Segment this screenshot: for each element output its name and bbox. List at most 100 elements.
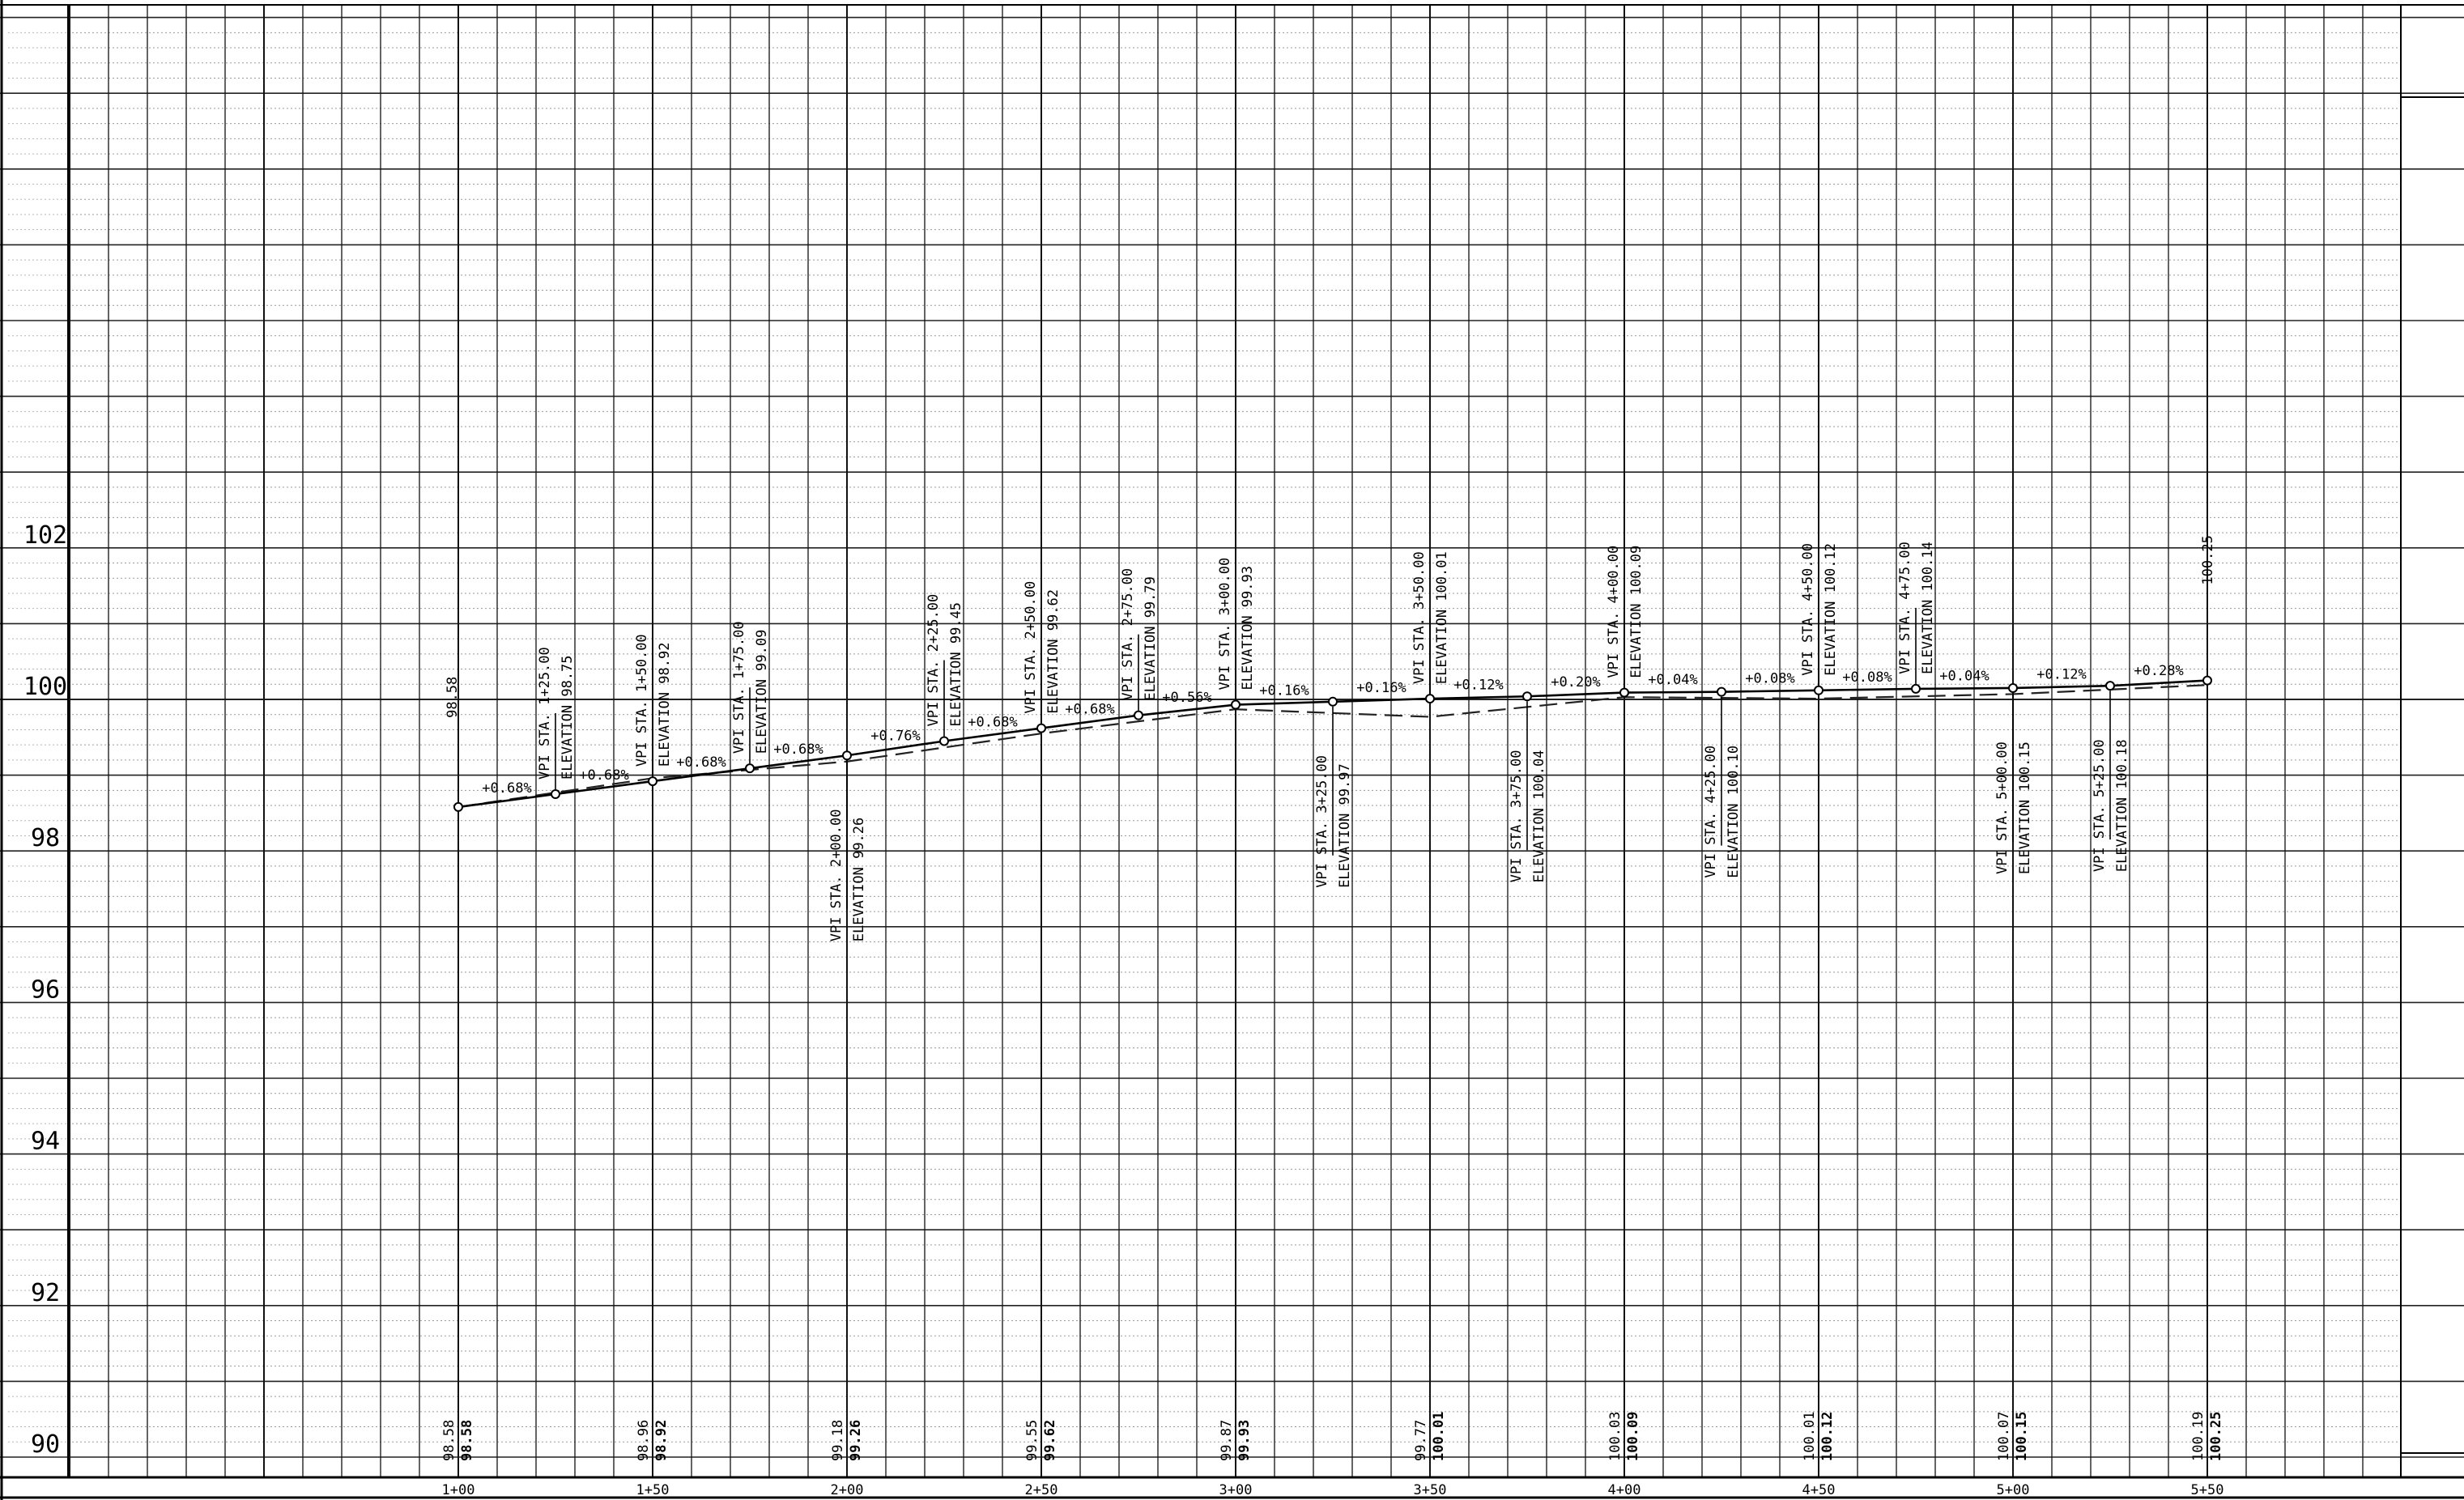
vpi-station-label: VPI STA. 1+50.00 — [634, 634, 650, 767]
vpi-station-label: VPI STA. 3+25.00 — [1314, 755, 1330, 888]
y-tick-label: 102 — [23, 521, 67, 550]
proposed-elevation-label: 100.15 — [2014, 1412, 2030, 1461]
grade-label: +0.76% — [870, 728, 920, 744]
grade-label: +0.16% — [1356, 680, 1406, 696]
vpi-elevation-label: ELEVATION 99.62 — [1045, 589, 1062, 714]
grade-label: +0.68% — [579, 767, 628, 784]
y-tick-label: 92 — [31, 1279, 60, 1307]
vpi-station-label: VPI STA. 2+75.00 — [1120, 568, 1136, 701]
vpi-point — [2008, 682, 2018, 693]
vpi-point — [1328, 696, 1338, 707]
existing-elevation-label: 99.18 — [830, 1420, 846, 1461]
vpi-elevation-label: ELEVATION 99.79 — [1143, 576, 1159, 701]
start-elevation-label: 98.58 — [445, 677, 461, 718]
y-tick-label: 90 — [31, 1430, 60, 1459]
vpi-elevation-label: ELEVATION 99.97 — [1337, 763, 1353, 888]
vpi-point — [1814, 685, 1824, 695]
vpi-station-label: VPI STA. 3+50.00 — [1411, 551, 1428, 684]
vpi-station-label: VPI STA. 5+00.00 — [1994, 742, 2011, 874]
end-elevation-label: 100.25 — [2200, 535, 2216, 584]
vpi-elevation-label: ELEVATION 100.09 — [1628, 546, 1645, 678]
proposed-elevation-label: 100.01 — [1431, 1412, 1447, 1461]
existing-elevation-label: 100.19 — [2190, 1412, 2207, 1461]
x-tick-label: 4+00 — [1608, 1482, 1641, 1498]
elevation-axis: 90 92 94 96 98 100 102 — [23, 521, 67, 1459]
x-tick-label: 1+50 — [636, 1482, 670, 1498]
vpi-point — [842, 750, 852, 761]
grade-label: +0.08% — [1842, 669, 1892, 686]
vpi-elevation-label: ELEVATION 99.26 — [851, 818, 867, 942]
vpi-elevation-label: ELEVATION 100.01 — [1434, 551, 1450, 684]
vpi-point — [648, 776, 657, 787]
vpi-station-label: VPI STA. 4+00.00 — [1606, 546, 1622, 678]
existing-elevation-label: 98.96 — [636, 1420, 652, 1461]
proposed-elevation-label: 100.12 — [1819, 1412, 1836, 1461]
vpi-point — [2202, 675, 2212, 686]
vpi-elevation-label: ELEVATION 99.93 — [1240, 566, 1256, 691]
vpi-elevation-label: ELEVATION 100.15 — [2017, 742, 2033, 874]
proposed-elevation-label: 98.58 — [459, 1420, 475, 1461]
vpi-station-label: VPI STA. 5+25.00 — [2092, 739, 2108, 872]
proposed-elevation-label: 99.26 — [848, 1420, 864, 1461]
x-tick-label: 1+00 — [442, 1482, 475, 1498]
vpi-station-label: VPI STA. 4+25.00 — [1703, 746, 1719, 878]
vpi-elevation-label: ELEVATION 100.04 — [1531, 750, 1547, 882]
x-tick-label: 2+50 — [1025, 1482, 1058, 1498]
y-tick-label: 100 — [23, 673, 67, 701]
proposed-elevation-label: 98.92 — [653, 1420, 670, 1461]
existing-elevation-label: 99.87 — [1219, 1420, 1235, 1461]
vpi-point — [1231, 699, 1241, 710]
vpi-elevation-label: ELEVATION 100.18 — [2114, 739, 2130, 872]
vpi-point — [2105, 681, 2115, 691]
existing-elevation-label: 98.58 — [441, 1420, 457, 1461]
vpi-station-label: VPI STA. 1+25.00 — [537, 647, 553, 780]
proposed-elevation-label: 100.09 — [1625, 1412, 1641, 1461]
grade-labels: +0.68% +0.68% +0.68% +0.68% +0.76% +0.68% +0.6… — [482, 663, 2183, 797]
vpi-labels: VPI STA. 1+25.00 ELEVATION 98.75 VPI STA. … — [537, 542, 2130, 941]
vpi-point — [453, 801, 463, 812]
existing-elevation-label: 100.07 — [1996, 1412, 2012, 1461]
existing-elevation-label: 99.55 — [1024, 1420, 1040, 1461]
y-tick-label: 96 — [31, 975, 60, 1004]
grade-label: +0.68% — [676, 754, 726, 771]
grade-label: +0.68% — [968, 715, 1017, 731]
grade-label: +0.68% — [1065, 702, 1114, 718]
proposed-grade-profile — [453, 675, 2212, 812]
y-tick-label: 94 — [31, 1128, 60, 1156]
vpi-elevation-label: ELEVATION 100.12 — [1823, 543, 1839, 676]
vpi-point — [1522, 691, 1532, 702]
x-tick-label: 3+00 — [1219, 1482, 1253, 1498]
x-tick-label: 4+50 — [1802, 1482, 1836, 1498]
vpi-point — [1036, 723, 1046, 733]
vpi-station-label: VPI STA. 2+50.00 — [1023, 581, 1039, 714]
existing-elevation-label: 100.01 — [1802, 1412, 1818, 1461]
vpi-point — [1619, 687, 1629, 698]
vpi-point — [1134, 710, 1143, 720]
vpi-station-label: VPI STA. 4+50.00 — [1800, 543, 1816, 676]
vpi-elevation-label: ELEVATION 98.75 — [560, 655, 576, 780]
vpi-elevation-label: ELEVATION 100.10 — [1726, 746, 1742, 878]
grade-label: +0.12% — [2036, 667, 2086, 683]
proposed-elevation-label: 100.25 — [2208, 1412, 2224, 1461]
vpi-elevation-label: ELEVATION 98.92 — [657, 643, 673, 767]
bottom-elevation-table: 98.58 98.58 98.96 98.92 99.18 99.26 99.55 99.62… — [441, 1412, 2224, 1461]
proposed-elevation-label: 99.93 — [1236, 1420, 1253, 1461]
grade-label: +0.08% — [1745, 671, 1794, 687]
vpi-point — [551, 789, 560, 799]
x-tick-label: 5+00 — [1997, 1482, 2030, 1498]
vpi-station-label: VPI STA. 4+75.00 — [1897, 542, 1913, 674]
vpi-point — [745, 763, 755, 774]
proposed-elevation-label: 99.62 — [1042, 1420, 1058, 1461]
grade-label: +0.16% — [1259, 683, 1309, 699]
vpi-point — [939, 736, 949, 746]
x-tick-label: 3+50 — [1414, 1482, 1447, 1498]
vpi-elevation-label: ELEVATION 99.45 — [948, 602, 964, 727]
x-tick-label: 5+50 — [2191, 1482, 2224, 1498]
vpi-station-label: VPI STA. 2+25.00 — [926, 594, 942, 727]
grade-label: +0.20% — [1551, 674, 1600, 691]
endpoint-labels: 98.58 100.25 — [445, 535, 2216, 718]
vpi-elevation-label: ELEVATION 100.14 — [1920, 542, 1936, 674]
vpi-elevation-label: ELEVATION 99.09 — [754, 630, 770, 754]
